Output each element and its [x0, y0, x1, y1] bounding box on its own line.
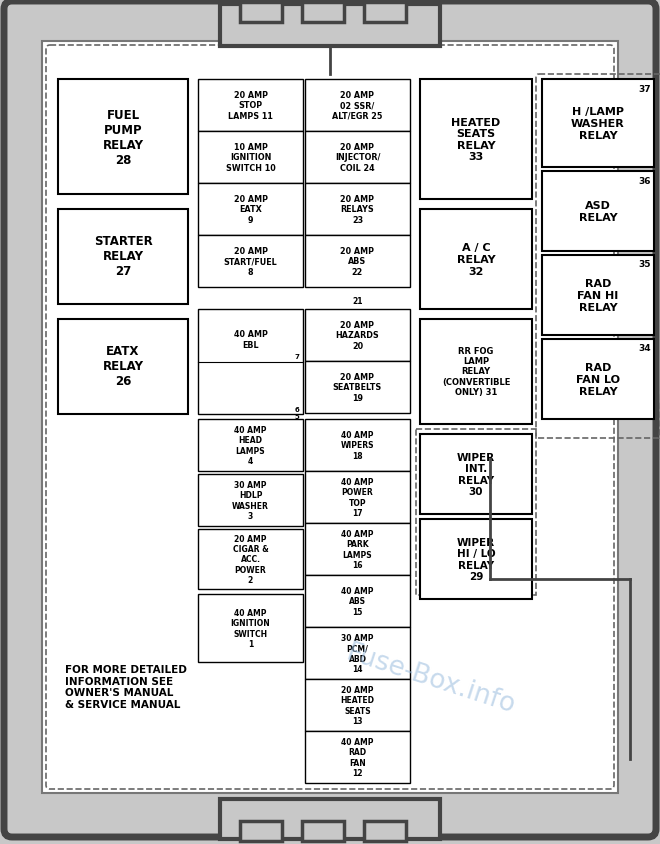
Text: 40 AMP
PARK
LAMPS
16: 40 AMP PARK LAMPS 16 — [341, 529, 374, 570]
FancyBboxPatch shape — [305, 132, 410, 184]
Text: 20 AMP
EATX
9: 20 AMP EATX 9 — [234, 195, 267, 225]
FancyBboxPatch shape — [305, 80, 410, 132]
Text: 40 AMP
HEAD
LAMPS
4: 40 AMP HEAD LAMPS 4 — [234, 425, 267, 466]
Text: 5: 5 — [294, 414, 299, 419]
Text: Fuse-Box.info: Fuse-Box.info — [342, 640, 518, 719]
FancyBboxPatch shape — [198, 132, 303, 184]
FancyBboxPatch shape — [58, 320, 188, 414]
Text: 20 AMP
INJECTOR/
COIL 24: 20 AMP INJECTOR/ COIL 24 — [335, 143, 380, 173]
Text: 10 AMP
IGNITION
SWITCH 10: 10 AMP IGNITION SWITCH 10 — [226, 143, 275, 173]
Text: 20 AMP
CIGAR &
ACC.
POWER
2: 20 AMP CIGAR & ACC. POWER 2 — [232, 534, 269, 585]
FancyBboxPatch shape — [198, 594, 303, 663]
FancyBboxPatch shape — [198, 529, 303, 589]
Text: 21: 21 — [352, 297, 363, 306]
FancyBboxPatch shape — [420, 435, 532, 514]
FancyBboxPatch shape — [305, 361, 410, 414]
Text: EATX
RELAY
26: EATX RELAY 26 — [102, 345, 143, 388]
FancyBboxPatch shape — [58, 80, 188, 195]
Text: 37: 37 — [638, 84, 651, 94]
FancyBboxPatch shape — [542, 339, 654, 419]
FancyBboxPatch shape — [542, 256, 654, 336]
Text: 40 AMP
ABS
15: 40 AMP ABS 15 — [341, 587, 374, 616]
Text: 7: 7 — [294, 354, 299, 360]
FancyBboxPatch shape — [198, 235, 303, 288]
Text: 20 AMP
ABS
22: 20 AMP ABS 22 — [341, 246, 374, 277]
FancyBboxPatch shape — [198, 310, 303, 414]
FancyBboxPatch shape — [240, 821, 282, 841]
Text: 35: 35 — [638, 260, 651, 269]
Text: 34: 34 — [638, 344, 651, 353]
Text: RAD
FAN HI
RELAY: RAD FAN HI RELAY — [578, 279, 618, 312]
FancyBboxPatch shape — [198, 419, 303, 472]
Text: A / C
RELAY
32: A / C RELAY 32 — [457, 243, 495, 276]
Text: RR FOG
LAMP
RELAY
(CONVERTIBLE
ONLY) 31: RR FOG LAMP RELAY (CONVERTIBLE ONLY) 31 — [442, 346, 510, 397]
Text: STARTER
RELAY
27: STARTER RELAY 27 — [94, 235, 152, 279]
Text: 40 AMP
EBL: 40 AMP EBL — [234, 330, 267, 349]
Text: WIPER
HI / LO
RELAY
29: WIPER HI / LO RELAY 29 — [457, 537, 495, 582]
FancyBboxPatch shape — [58, 210, 188, 305]
FancyBboxPatch shape — [364, 3, 406, 23]
Text: 20 AMP
SEATBELTS
19: 20 AMP SEATBELTS 19 — [333, 373, 382, 403]
Text: ASD
RELAY: ASD RELAY — [579, 201, 617, 223]
FancyBboxPatch shape — [305, 235, 410, 288]
FancyBboxPatch shape — [302, 821, 344, 841]
FancyBboxPatch shape — [198, 80, 303, 132]
FancyBboxPatch shape — [305, 523, 410, 576]
FancyBboxPatch shape — [305, 310, 410, 361]
Text: 20 AMP
STOP
LAMPS 11: 20 AMP STOP LAMPS 11 — [228, 91, 273, 121]
Text: HEATED
SEATS
RELAY
33: HEATED SEATS RELAY 33 — [451, 117, 501, 162]
FancyBboxPatch shape — [542, 172, 654, 252]
FancyBboxPatch shape — [420, 210, 532, 310]
FancyBboxPatch shape — [4, 2, 656, 837]
Text: H /LAMP
WASHER
RELAY: H /LAMP WASHER RELAY — [571, 107, 625, 140]
FancyBboxPatch shape — [305, 472, 410, 523]
FancyBboxPatch shape — [302, 3, 344, 23]
FancyBboxPatch shape — [364, 821, 406, 841]
Text: 30 AMP
PCM/
ABD
14: 30 AMP PCM/ ABD 14 — [341, 633, 374, 674]
Text: 20 AMP
HEATED
SEATS
13: 20 AMP HEATED SEATS 13 — [341, 685, 374, 725]
Text: 20 AMP
HAZARDS
20: 20 AMP HAZARDS 20 — [336, 321, 379, 350]
Text: 6: 6 — [294, 407, 299, 413]
FancyBboxPatch shape — [305, 576, 410, 627]
Text: 36: 36 — [638, 176, 651, 186]
FancyBboxPatch shape — [305, 627, 410, 679]
Text: WIPER
INT.
RELAY
30: WIPER INT. RELAY 30 — [457, 452, 495, 497]
Text: 20 AMP
START/FUEL
8: 20 AMP START/FUEL 8 — [224, 246, 277, 277]
Text: 40 AMP
WIPERS
18: 40 AMP WIPERS 18 — [341, 430, 374, 460]
FancyBboxPatch shape — [198, 184, 303, 235]
Text: 20 AMP
02 SSR/
ALT/EGR 25: 20 AMP 02 SSR/ ALT/EGR 25 — [333, 91, 383, 121]
Text: FOR MORE DETAILED
INFORMATION SEE
OWNER'S MANUAL
& SERVICE MANUAL: FOR MORE DETAILED INFORMATION SEE OWNER'… — [65, 664, 187, 709]
FancyBboxPatch shape — [305, 731, 410, 783]
FancyBboxPatch shape — [305, 184, 410, 235]
Text: 30 AMP
HDLP
WASHER
3: 30 AMP HDLP WASHER 3 — [232, 480, 269, 521]
FancyBboxPatch shape — [42, 42, 618, 793]
FancyBboxPatch shape — [542, 80, 654, 168]
Text: FUEL
PUMP
RELAY
28: FUEL PUMP RELAY 28 — [102, 109, 143, 167]
FancyBboxPatch shape — [220, 799, 440, 839]
FancyBboxPatch shape — [198, 474, 303, 527]
FancyBboxPatch shape — [420, 80, 532, 200]
FancyBboxPatch shape — [420, 320, 532, 425]
Text: 40 AMP
IGNITION
SWITCH
1: 40 AMP IGNITION SWITCH 1 — [230, 609, 271, 648]
FancyBboxPatch shape — [220, 5, 440, 47]
Text: 20 AMP
RELAYS
23: 20 AMP RELAYS 23 — [341, 195, 374, 225]
Text: RAD
FAN LO
RELAY: RAD FAN LO RELAY — [576, 363, 620, 396]
FancyBboxPatch shape — [305, 419, 410, 472]
Text: 40 AMP
RAD
FAN
12: 40 AMP RAD FAN 12 — [341, 737, 374, 777]
FancyBboxPatch shape — [240, 3, 282, 23]
FancyBboxPatch shape — [305, 679, 410, 731]
FancyBboxPatch shape — [420, 519, 532, 599]
Text: 40 AMP
POWER
TOP
17: 40 AMP POWER TOP 17 — [341, 478, 374, 517]
